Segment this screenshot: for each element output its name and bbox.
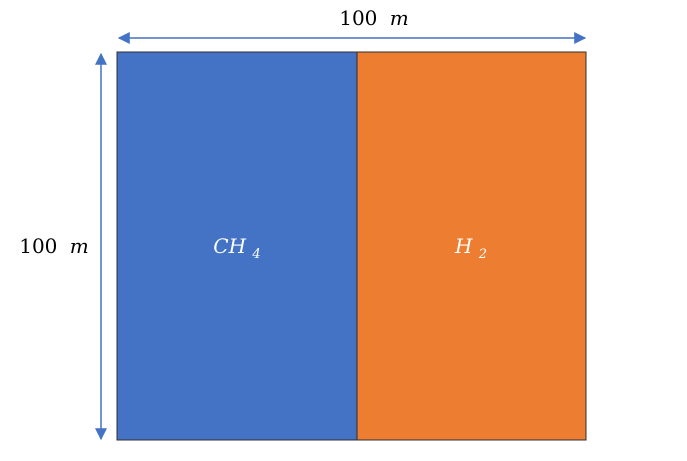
h2-subscript: 2 [478,247,487,262]
ch4-symbol: CH [213,234,246,258]
width-unit: m [390,6,409,30]
h2-label: H 2 [454,234,487,262]
ch4-region [116,51,358,441]
width-value: 100 [339,6,377,30]
h2-region [356,51,587,441]
height-dimension-label: 100 m [19,234,89,258]
height-unit: m [70,234,89,258]
ch4-label: CH 4 [213,234,260,262]
width-dimension-label: 100 m [339,6,409,30]
ch4-subscript: 4 [251,247,260,262]
h2-symbol: H [454,234,473,258]
height-value: 100 [19,234,57,258]
